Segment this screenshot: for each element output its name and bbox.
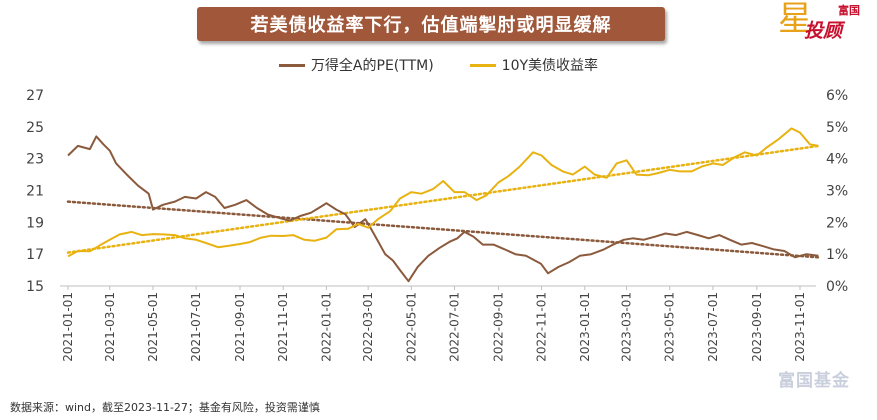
footnote: 数据来源：wind，截至2023-11-27；基金有风险，投资需谨慎 [10, 401, 320, 414]
y-left-tick-label: 19 [26, 215, 44, 231]
y-right-tick-label: 5% [826, 120, 848, 136]
x-tick-label: 2023-01-01 [578, 292, 592, 362]
legend-label-yield: 10Y美债收益率 [501, 58, 599, 74]
x-tick-label: 2023-05-01 [663, 292, 677, 362]
legend-item-yield: 10Y美债收益率 [469, 55, 599, 75]
y-left-tick-label: 23 [26, 152, 44, 168]
y-right-tick-label: 0% [826, 279, 848, 295]
x-tick-label: 2021-01-01 [61, 292, 75, 362]
logo-big-text: 投顾 [804, 20, 843, 42]
x-tick-label: 2022-05-01 [404, 292, 418, 362]
star-icon: 星 [778, 0, 812, 39]
y-right-tick-label: 1% [826, 247, 848, 263]
trendline-pe [66, 200, 820, 259]
logo-small-text: 富国 [838, 4, 860, 17]
series-line-pe [67, 135, 819, 283]
chart-legend: 万得全A的PE(TTM) 10Y美债收益率 [0, 55, 877, 75]
x-tick-label: 2022-11-01 [535, 292, 549, 362]
x-tick-label: 2022-01-01 [319, 292, 333, 362]
x-tick-label: 2021-07-01 [189, 292, 203, 362]
x-tick-label: 2022-09-01 [491, 292, 505, 362]
y-right-tick-label: 3% [826, 184, 848, 200]
x-tick-label: 2023-09-01 [750, 292, 764, 362]
y-left-tick-label: 25 [26, 120, 44, 136]
x-tick-label: 2023-07-01 [706, 292, 720, 362]
x-tick-label: 2022-03-01 [361, 292, 375, 362]
legend-item-pe: 万得全A的PE(TTM) [278, 55, 434, 75]
trendline-yield [66, 144, 820, 254]
y-right-tick-label: 6% [826, 88, 848, 104]
x-tick-label: 2021-03-01 [103, 292, 117, 362]
y-left-tick-label: 27 [26, 88, 44, 104]
y-right-tick-label: 2% [826, 215, 848, 231]
y-left-tick-label: 15 [26, 279, 44, 295]
chart-title: 若美债收益率下行，估值端掣肘或明显缓解 [197, 7, 665, 41]
x-tick-label: 2023-03-01 [620, 292, 634, 362]
legend-label-pe: 万得全A的PE(TTM) [310, 58, 434, 74]
watermark: 富国基金 [778, 371, 850, 391]
series-line-yield [67, 127, 819, 258]
x-tick-label: 2021-05-01 [146, 292, 160, 362]
legend-swatch-pe [278, 63, 305, 67]
legend-swatch-yield [469, 63, 496, 67]
x-tick-label: 2023-11-01 [793, 292, 807, 362]
x-tick-label: 2022-07-01 [448, 292, 462, 362]
x-tick-label: 2021-11-01 [276, 292, 290, 362]
y-left-tick-label: 17 [26, 247, 44, 263]
x-tick-label: 2021-09-01 [233, 292, 247, 362]
y-left-tick-label: 21 [26, 184, 44, 200]
y-right-tick-label: 4% [826, 152, 848, 168]
